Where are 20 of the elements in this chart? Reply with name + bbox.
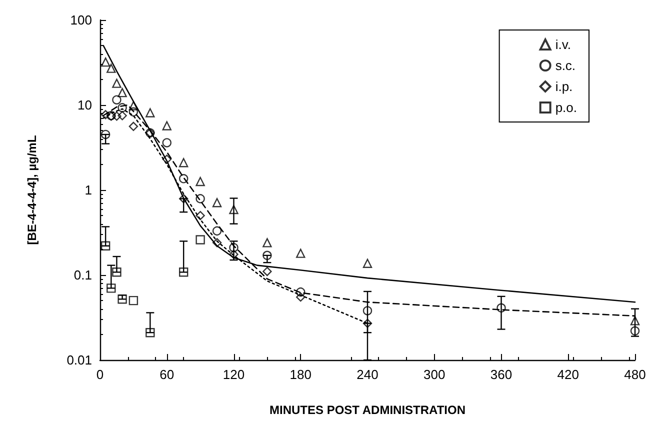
y-tick-label: 100 [70,12,92,28]
y-axis-title: [BE-4-4-4-4], µg/mL [25,135,39,245]
x-tick-label: 420 [557,367,579,382]
legend-label: i.p. [555,79,573,94]
legend-label: p.o. [555,100,578,115]
x-tick-label: 360 [490,367,512,382]
x-tick-label: 0 [96,367,104,382]
legend-label: i.v. [555,37,571,52]
x-axis-title: MINUTES POST ADMINISTRATION [270,403,466,417]
y-tick-label: 0.01 [66,352,92,368]
y-tick-label: 10 [78,98,92,112]
y-tick-label: 1 [84,182,92,198]
x-tick-label: 240 [356,367,378,382]
y-tick-label: 0.1 [74,268,92,282]
x-tick-label: 480 [624,367,646,382]
legend-label: s.c. [555,58,576,73]
x-tick-label: 300 [424,367,446,382]
x-tick-label: 60 [160,367,174,382]
x-tick-label: 180 [290,367,312,382]
x-tick-label: 120 [222,367,245,382]
